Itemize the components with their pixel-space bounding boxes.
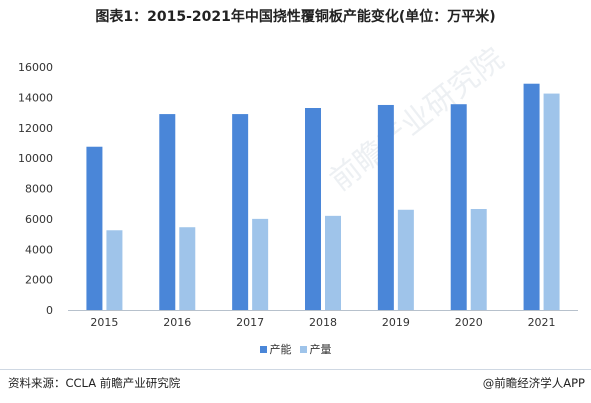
y-tick-label: 4000 <box>25 243 53 256</box>
brand-label: @前瞻经济学人APP <box>482 376 585 390</box>
bar-output-2019 <box>397 209 414 310</box>
legend-label: 产能 <box>269 343 292 356</box>
y-axis-ticks: 0 2000 4000 6000 8000 10000 12000 14000 16000 <box>18 61 53 317</box>
bar-output-2018 <box>325 215 341 310</box>
y-tick-label: 0 <box>46 304 53 317</box>
x-tick-label: 2019 <box>382 316 410 329</box>
x-tick-label: 2017 <box>236 316 264 329</box>
x-axis-ticks: 2015 2016 2017 2018 2019 2020 2021 <box>90 316 555 329</box>
y-tick-label: 10000 <box>18 152 53 165</box>
bar-capacity-2020 <box>450 104 467 310</box>
bar-capacity-2015 <box>86 146 103 310</box>
y-tick-label: 8000 <box>25 183 53 196</box>
bar-output-2020 <box>470 209 487 310</box>
source-note: 资料来源：CCLA 前瞻产业研究院 <box>8 376 181 390</box>
chart-title: 图表1：2015-2021年中国挠性覆铜板产能变化(单位：万平米) <box>95 9 496 25</box>
bar-output-2021 <box>543 93 560 310</box>
bar-capacity-2018 <box>305 108 321 310</box>
x-tick-label: 2018 <box>309 316 337 329</box>
legend-swatch <box>259 345 267 353</box>
legend-swatch <box>299 345 307 353</box>
x-tick-label: 2020 <box>455 316 483 329</box>
bar-output-2015 <box>106 230 123 310</box>
y-tick-label: 6000 <box>25 213 53 226</box>
y-tick-label: 12000 <box>18 122 53 135</box>
bar-capacity-2017 <box>232 114 249 310</box>
x-tick-label: 2015 <box>90 316 118 329</box>
bar-capacity-2021 <box>523 83 540 310</box>
legend-item: 产能 <box>259 341 292 357</box>
bar-chart: 0 2000 4000 6000 8000 10000 12000 14000 16000 20… <box>18 61 578 329</box>
x-tick-label: 2016 <box>163 316 191 329</box>
x-tick-label: 2021 <box>528 316 556 329</box>
bar-output-2017 <box>252 218 269 310</box>
y-tick-label: 2000 <box>25 274 53 287</box>
legend-item: 产量 <box>299 341 332 357</box>
bar-capacity-2016 <box>159 114 176 310</box>
legend-label: 产量 <box>309 343 332 356</box>
bar-output-2016 <box>179 227 196 310</box>
bars <box>86 83 560 310</box>
y-tick-label: 14000 <box>18 91 53 104</box>
footer-divider <box>0 369 591 370</box>
bar-capacity-2019 <box>377 104 394 310</box>
y-tick-label: 16000 <box>18 61 53 74</box>
legend: 产能 产量 <box>0 341 591 357</box>
